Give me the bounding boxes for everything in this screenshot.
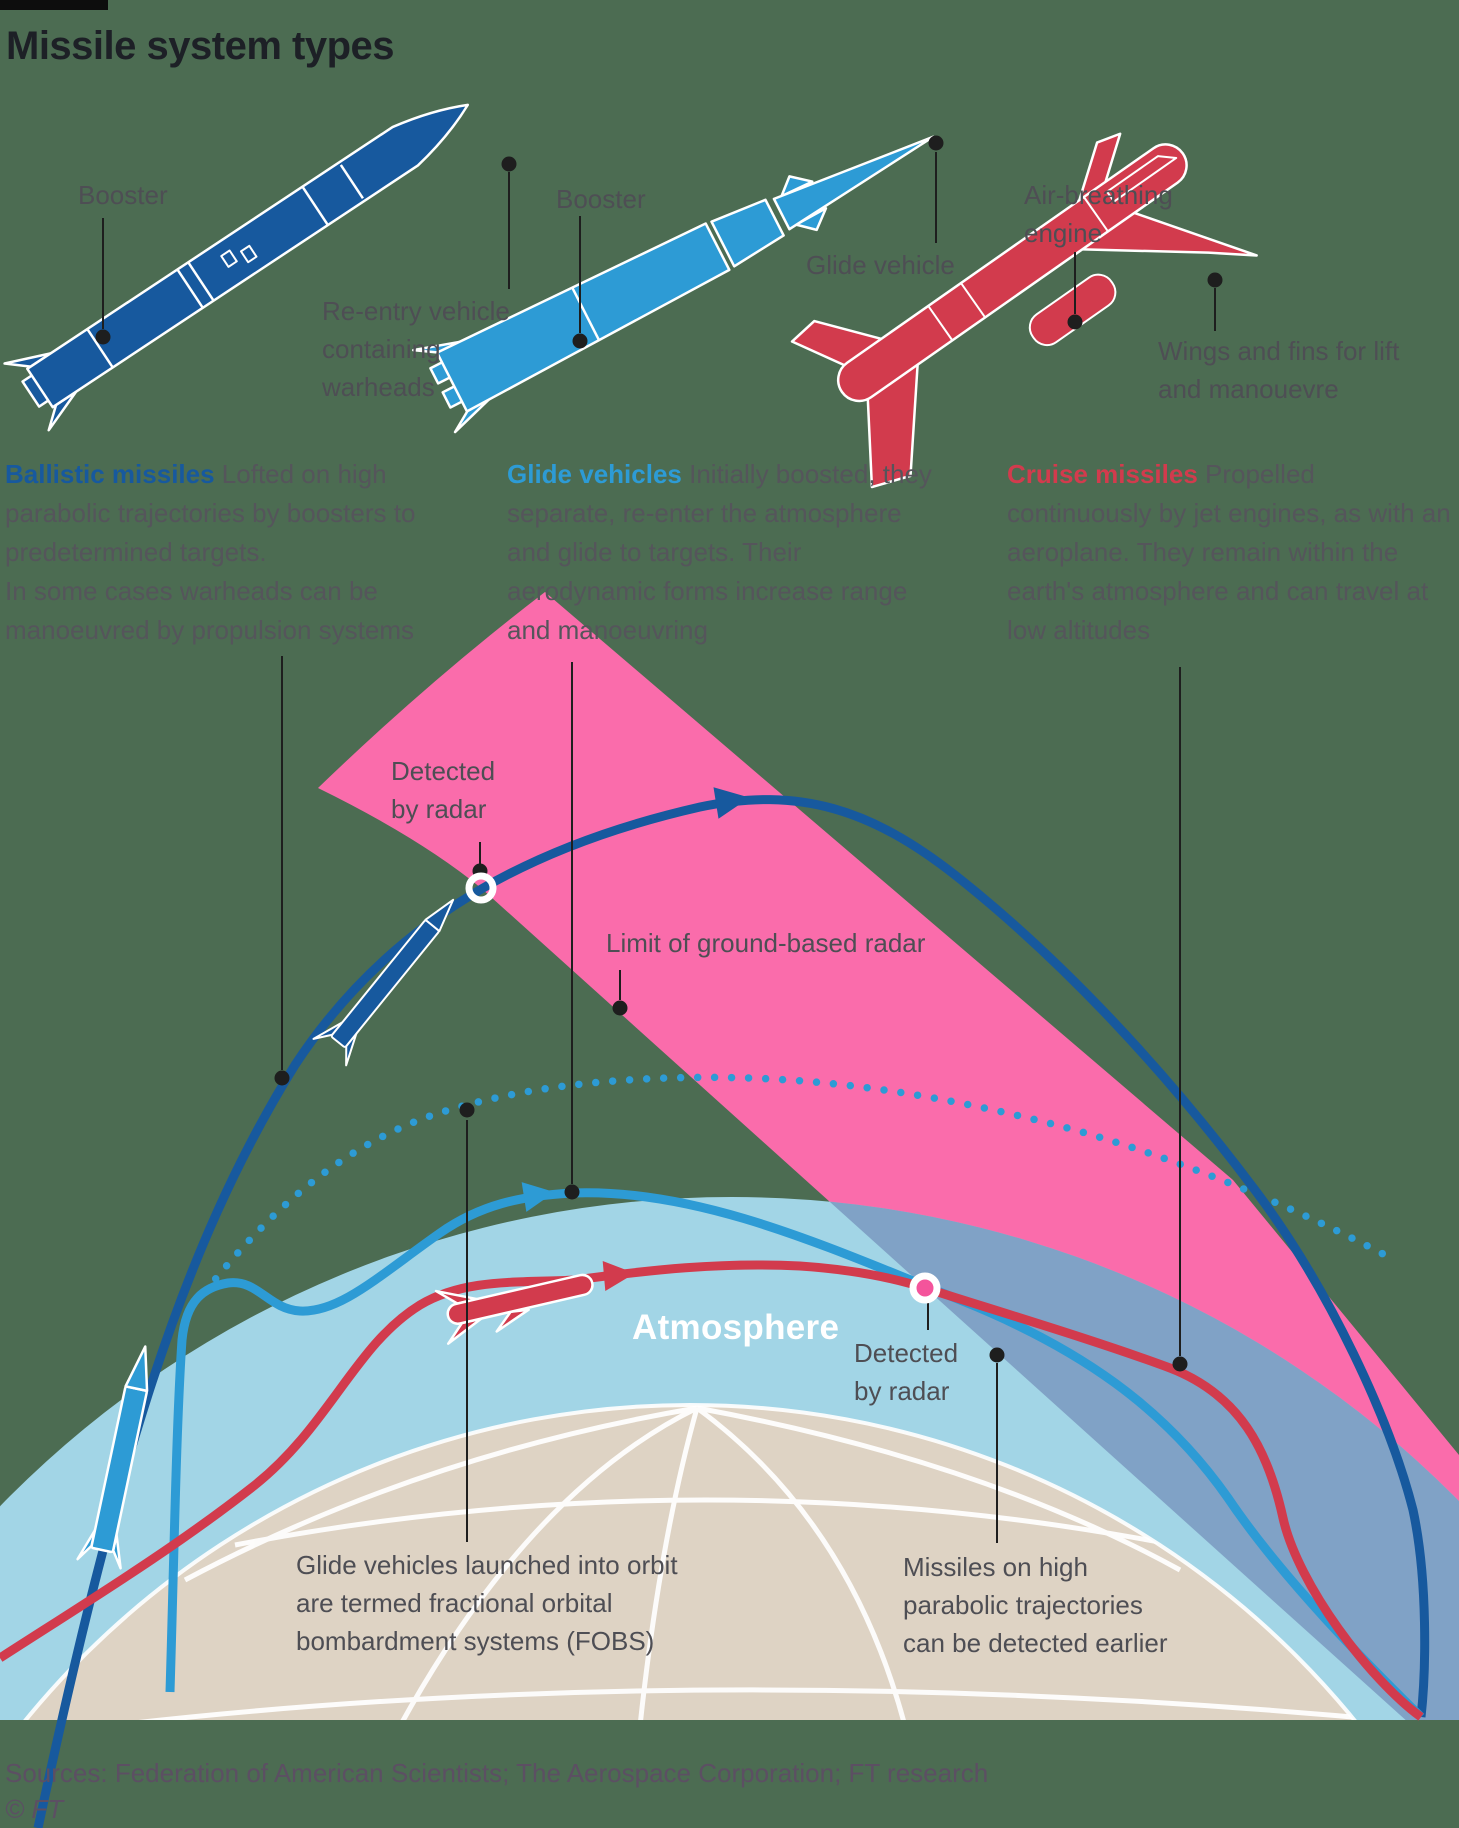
meridian-line [696,1405,1182,1573]
annotation-line: Detected [854,1338,959,1368]
callout-label: Booster [78,180,168,210]
annotation-fobs-note: Glide vehicles launched into orbit are t… [296,1546,678,1660]
meridian-line [397,1405,699,1728]
meridian-line [637,1407,700,1727]
glide-trajectory [165,1188,1425,1721]
annotation-line: Limit of ground-based radar [606,928,926,958]
earth-grid [89,1405,1409,1731]
page-title: Missile system types [6,24,395,68]
callout-ballistic-booster: Booster [78,176,168,214]
ft-top-bar [0,0,108,10]
callout-label: containing [322,334,441,364]
leader-dots [95,135,1223,1372]
callout-label: Re-entry vehicle [322,296,510,326]
callout-label: warheads [322,372,435,402]
leader-lines [102,152,1216,1543]
description-text: Lofted on high parabolic trajectories by… [5,459,416,567]
annotation-line: Missiles on high [903,1552,1088,1582]
ballistic-arrowhead-icon [713,787,750,819]
radar-detection-marker-ballistic [465,872,497,904]
glide-vehicles-heading: Glide vehicles [507,459,682,489]
callout-label: Booster [556,184,646,214]
copyright: © FT [5,1794,64,1824]
annotation-radar-limit: Limit of ground-based radar [606,924,925,962]
ballistic-missile-illustration [3,103,470,432]
annotation-line: by radar [854,1376,950,1406]
cruise-arrowhead-icon [602,1261,635,1291]
fobs-orbit-dotted-trajectory [201,1073,1389,1296]
annotation-detected-by-radar-cruise: Detected by radar [854,1334,958,1410]
meridian-line [695,1405,908,1727]
description-text: Propelled continuously by jet engines, a… [1007,459,1451,645]
callout-label: Air-breathing [1024,180,1173,210]
earth-outline [0,1403,1432,1828]
annotation-line: bombardment systems (FOBS) [296,1626,655,1656]
callout-glide-vehicle: Glide vehicle [806,246,955,284]
description-ballistic-missiles: Ballistic missiles Lofted on high parabo… [5,455,455,650]
annotation-line: by radar [391,794,487,824]
callout-glide-booster: Booster [556,180,646,218]
cruise-trajectory [0,1260,1424,1721]
latitude-line [234,1497,1176,1548]
description-glide-vehicles: Glide vehicles Initially boosted, they s… [507,455,949,650]
ballistic-missiles-heading: Ballistic missiles [5,459,215,489]
sources-line: Sources: Federation of American Scientis… [5,1758,989,1788]
glide-arrowhead-icon [521,1182,555,1212]
callout-label: engine [1024,218,1103,248]
description-text: Initially boosted, they separate, re-ent… [507,459,932,645]
radar-band-atmosphere-overlap [318,1197,1459,1768]
callout-air-breathing-engine: Air-breathing engine [1024,176,1173,252]
annotation-line: can be detected earlier [903,1628,1168,1658]
annotation-parabolic-note: Missiles on high parabolic trajectories … [903,1548,1168,1662]
description-text: In some cases warheads can be manoeuvred… [5,576,414,645]
cruise-missile-illustration [790,132,1258,489]
latitude-line [89,1687,1409,1731]
annotation-line: are termed fractional orbital [296,1588,613,1618]
radar-detection-marker-cruise [909,1272,941,1304]
ballistic-missile-on-trajectory-icon [312,898,455,1067]
glide-missile-launch-icon [76,1345,149,1570]
annotation-line: parabolic trajectories [903,1590,1143,1620]
description-cruise-missiles: Cruise missiles Propelled continuously b… [1007,455,1459,650]
callout-label: Wings and fins for lift [1158,336,1400,366]
meridian-line [183,1405,698,1583]
callout-wings-and-fins: Wings and fins for lift and manouevre [1158,332,1399,408]
footer-strip [0,1720,1459,1828]
callout-label: and manouevre [1158,374,1339,404]
label-atmosphere: Atmosphere [632,1308,840,1347]
annotation-line: Glide vehicles launched into orbit [296,1550,678,1580]
callout-reentry-vehicle: Re-entry vehicle containing warheads [322,292,510,406]
glide-vehicle-illustration [412,135,935,434]
ballistic-trajectory [33,795,1430,1828]
cruise-missiles-heading: Cruise missiles [1007,459,1198,489]
cruise-missile-on-trajectory-icon [434,1273,594,1345]
callout-label: Glide vehicle [806,250,955,280]
annotation-line: Detected [391,756,496,786]
annotation-detected-by-radar-ballistic: Detected by radar [391,752,495,828]
